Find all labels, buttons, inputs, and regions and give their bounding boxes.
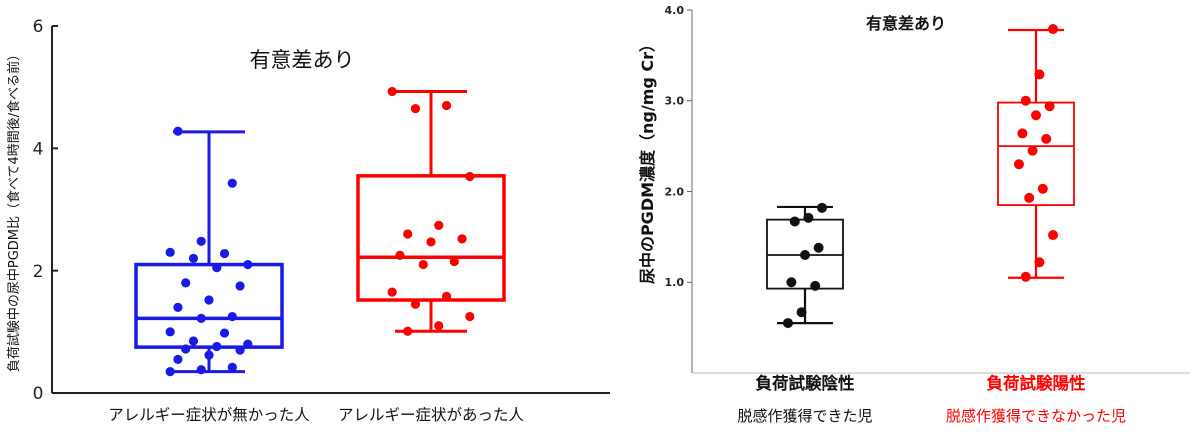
y-tick-label: 4.0 (665, 4, 685, 17)
data-point (219, 248, 230, 259)
data-point (1024, 192, 1035, 203)
chart-left: 0 2 4 6 アレルギー症状が無かった人 アレルギー症状があった人 有意差あり 負荷試験中の… (6, 17, 610, 424)
data-point (1034, 69, 1045, 80)
data-point (465, 171, 475, 182)
data-point (204, 295, 214, 305)
data-point (196, 313, 206, 323)
data-point (173, 126, 183, 136)
data-point (434, 321, 444, 331)
data-point (410, 103, 421, 114)
data-point (227, 362, 237, 372)
data-point (410, 299, 421, 309)
category-sublabel: 脱感作獲得できなかった児 (946, 407, 1126, 425)
data-point (219, 328, 230, 338)
data-point (181, 344, 191, 354)
data-point (810, 280, 821, 291)
y-tick-label: 0 (33, 384, 44, 404)
box-2 (997, 28, 1075, 279)
data-point (188, 336, 199, 346)
y-tick-label: 3.0 (665, 95, 685, 108)
data-point (803, 212, 814, 223)
data-point (387, 287, 397, 297)
category-label: 負荷試験陽性 (987, 373, 1086, 393)
data-point (165, 247, 175, 257)
data-point (418, 259, 428, 270)
significance-annotation: 有意差あり (866, 14, 946, 33)
data-point (441, 291, 452, 301)
data-point (387, 86, 397, 97)
data-point (173, 302, 183, 312)
category-label: アレルギー症状が無かった人 (108, 406, 310, 424)
data-point (1013, 159, 1024, 170)
data-point (441, 100, 452, 111)
data-point (403, 229, 413, 239)
data-point (212, 263, 222, 273)
data-point (403, 326, 413, 336)
data-point (1020, 95, 1031, 106)
data-point (782, 318, 793, 329)
data-point (165, 327, 175, 337)
data-point (1048, 230, 1059, 241)
category-label: アレルギー症状があった人 (338, 406, 524, 424)
data-point (1034, 257, 1045, 268)
y-tick-label: 6 (33, 17, 44, 37)
y-axis-title: 尿中のPGDM濃度（ng/mg Cr） (638, 36, 657, 284)
box-iqr (356, 174, 506, 302)
data-point (173, 354, 183, 364)
y-axis-title: 負荷試験中の尿中PGDM比（食べて4時間後/食べる前） (6, 48, 22, 372)
data-point (457, 234, 467, 244)
significance-annotation: 有意差あり (250, 48, 355, 72)
data-point (1037, 183, 1048, 194)
data-point (1017, 128, 1028, 139)
data-point (1020, 271, 1031, 282)
data-point (235, 281, 245, 291)
data-point (465, 311, 475, 322)
data-point (196, 236, 206, 246)
data-point (227, 311, 237, 322)
y-tick-label: 4 (33, 139, 44, 159)
data-point (1031, 110, 1041, 121)
data-point (227, 178, 237, 188)
y-tick-label: 2.0 (665, 185, 685, 198)
data-point (1044, 101, 1055, 112)
data-point (212, 341, 222, 352)
data-point (426, 237, 436, 247)
data-point (235, 345, 245, 355)
data-point (1041, 133, 1052, 144)
y-tick-label: 1.0 (665, 276, 685, 289)
data-point (449, 256, 459, 267)
data-point (165, 366, 175, 377)
box-iqr (134, 262, 284, 349)
data-point (817, 202, 828, 213)
category-sublabel: 脱感作獲得できた児 (737, 407, 872, 425)
data-point (813, 242, 824, 253)
category-label: 負荷試験陰性 (756, 373, 855, 393)
data-point (243, 339, 253, 349)
data-point (796, 307, 807, 318)
data-point (800, 250, 810, 261)
y-tick-label: 2 (33, 262, 44, 282)
data-point (786, 277, 797, 288)
data-point (395, 250, 405, 260)
data-point (188, 253, 199, 264)
data-point (196, 365, 206, 375)
data-point (204, 350, 214, 360)
data-point (789, 216, 800, 227)
box-2 (356, 89, 506, 333)
data-point (434, 220, 444, 231)
box-iqr (997, 101, 1075, 207)
data-point (181, 278, 191, 288)
data-point (1048, 24, 1059, 35)
data-point (1027, 145, 1038, 156)
data-point (243, 259, 253, 270)
